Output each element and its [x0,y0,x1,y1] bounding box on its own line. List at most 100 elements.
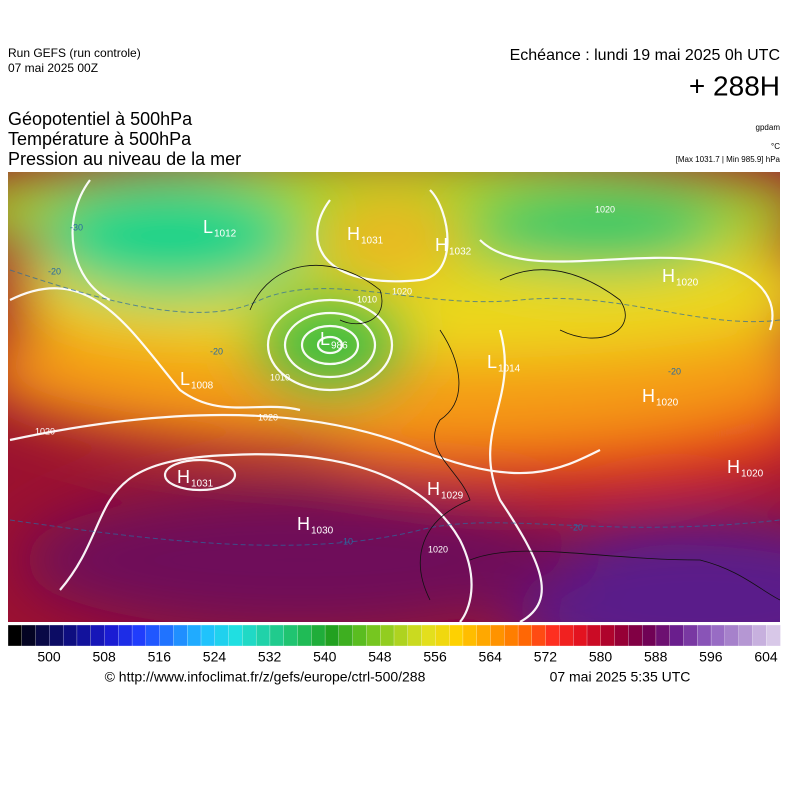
colorbar-tick-label: 580 [589,649,613,665]
colorbar-cell [641,624,657,647]
temperature-label: -10 [340,536,353,546]
colorbar-cell [559,624,574,647]
isobar-label: 1010 [270,372,290,382]
colorbar-cell [145,624,161,647]
field-title: Géopotentiel à 500hPa [8,109,193,129]
colorbar-cell [766,624,781,647]
temperature-label: -20 [210,346,223,356]
colorbar-cell [407,624,423,647]
colorbar-cell [104,624,119,647]
colorbar-cell [283,624,299,647]
colorbar-cell [517,624,533,647]
temperature-label: -30 [70,222,83,232]
colorbar-cell [586,624,602,647]
colorbar-cell [380,624,395,647]
colorbar-cell [462,624,478,647]
colorbar-cell [614,624,630,647]
center-value: 1030 [311,526,334,537]
colorbar-cell [683,624,698,647]
temperature-label: -20 [570,522,583,532]
colorbar-cell [545,624,561,647]
colorbar-tick-label: 508 [92,649,116,665]
colorbar-cell [697,624,712,647]
colorbar-cell [490,624,505,647]
colorbar-tick-label: 516 [148,649,172,665]
center-letter: H [642,386,655,406]
colorbar-cell [738,624,754,647]
colorbar-tick-label: 500 [37,649,61,665]
source-url: © http://www.infoclimat.fr/z/gefs/europe… [105,669,426,685]
colorbar-cell [49,624,64,647]
colorbar-cell [324,624,340,647]
colorbar-cell [187,624,202,647]
colorbar-cell [573,624,588,647]
center-letter: L [180,369,190,389]
colorbar-cell [90,624,106,647]
center-value: 1020 [656,398,679,409]
colorbar-tick-label: 540 [313,649,337,665]
center-letter: H [727,457,740,477]
colorbar-cell [724,624,740,647]
map [8,172,780,622]
colorbar-cell [669,624,685,647]
isobar-label: 1010 [357,294,377,304]
colorbar-cell [7,624,23,647]
colorbar-cell [200,624,216,647]
center-letter: L [320,329,330,349]
colorbar-tick-label: 564 [479,649,503,665]
colorbar-cell [655,624,671,647]
unit-label: gpdam [756,123,781,132]
center-value: 1012 [214,229,237,240]
center-value: 1020 [741,469,764,480]
center-value: 986 [331,341,348,352]
isobar-label: 1020 [595,204,615,214]
colorbar-cell [600,624,616,647]
colorbar-cell [421,624,437,647]
center-value: 1020 [676,278,699,289]
colorbar-cell [448,624,464,647]
colorbar-cell [393,624,409,647]
colorbar-cell [173,624,188,647]
colorbar-tick-label: 572 [534,649,558,665]
colorbar-cell [62,624,78,647]
isobar-label: 1020 [258,412,278,422]
colorbar-cell [752,624,767,647]
colorbar-cell [435,624,450,647]
colorbar-tick-label: 588 [644,649,668,665]
colorbar-cell [366,624,381,647]
colorbar-cell [131,624,147,647]
center-letter: H [662,266,675,286]
center-value: 1031 [361,236,384,247]
colorbar-cell [504,624,519,647]
colorbar-cell [118,624,133,647]
center-letter: H [297,514,310,534]
temperature-label: -20 [48,266,61,276]
colorbar-tick-label: 556 [423,649,447,665]
field-title: Température à 500hPa [8,129,192,149]
center-letter: H [177,467,190,487]
center-letter: L [487,352,497,372]
colorbar-cell [476,624,492,647]
isobar-label: 1020 [428,544,448,554]
colorbar-cell [255,624,271,647]
colorbar-cell [710,624,726,647]
center-letter: L [203,217,213,237]
colorbar-cell [338,624,354,647]
colorbar-cell [35,624,51,647]
colorbar-cell [297,624,312,647]
colorbar-tick-label: 548 [368,649,392,665]
generated-time: 07 mai 2025 5:35 UTC [550,669,691,685]
center-letter: H [347,224,360,244]
center-value: 1031 [191,479,214,490]
center-value: 1014 [498,364,521,375]
center-value: 1032 [449,247,472,258]
lead-time: + 288H [689,70,780,101]
colorbar-cell [628,624,643,647]
run-label: Run GEFS (run controle) [8,46,141,60]
colorbar-cell [76,624,92,647]
colorbar-cell [311,624,326,647]
colorbar-cell [531,624,547,647]
colorbar-cell [352,624,368,647]
